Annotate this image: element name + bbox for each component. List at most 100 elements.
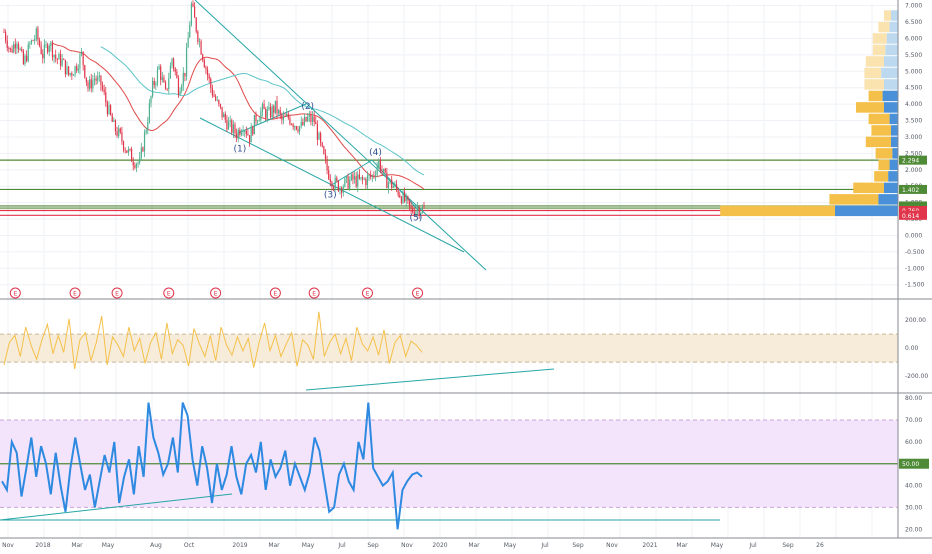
earnings-marker[interactable] [163,287,175,299]
candle-body [274,100,276,113]
earnings-marker[interactable] [361,287,373,299]
candle-body [198,41,201,43]
volume-profile-bar [864,79,884,90]
candle-body [404,191,406,202]
price-tag [899,210,927,220]
candle-body [164,82,167,89]
candle-body [389,179,391,183]
candle-body [131,149,133,162]
candle-body [365,179,367,185]
candle-body [342,186,344,193]
time-tick-label: Jul [748,542,757,549]
candle-body [341,187,343,193]
time-tick-label: Jul [540,542,549,549]
rsi-tick-label: 30.00 [905,504,922,511]
moving-average-teal [100,46,425,176]
candle-body [263,104,265,110]
rsi-trend-line[interactable] [0,493,233,521]
candle-body [135,163,138,168]
candle-body [68,66,70,75]
candle-body [147,122,149,131]
candle-body [148,103,150,123]
candle-body [224,113,226,120]
earnings-marker[interactable] [210,287,222,299]
candle-body [373,175,375,177]
candle-body [284,116,286,117]
candle-body [42,53,44,59]
earnings-marker[interactable] [412,287,424,299]
candle-body [410,205,412,209]
volume-profile-bar [874,171,889,182]
candle-body [84,65,86,78]
candle-body [184,72,186,77]
candle-body [237,129,239,139]
candle-body [286,113,288,117]
candle-body [64,59,66,75]
volume-profile-bar [886,33,898,44]
candle-body [90,79,92,89]
candle-body [384,168,386,173]
candle-body [255,114,257,122]
moving-average-red [52,42,425,190]
candle-body [182,72,184,86]
trend-line-upper[interactable] [194,0,487,271]
earnings-marker-label: E [73,291,77,298]
candle-body [269,107,272,118]
candle-body [211,88,213,96]
cci-line [3,311,423,370]
cci-trend-line[interactable] [305,368,555,391]
candle-body [352,174,354,180]
wave-label: (1) [233,145,246,155]
candle-body [349,180,351,189]
candle-body [174,68,176,72]
candle-body [331,181,333,187]
candle-body [8,47,10,49]
time-axis[interactable]: Nov 2018 Mar May Aug Oct 2019 Mar May Jul Sep Nov 20… [0,537,932,549]
candle-body [124,149,126,151]
candle-body [16,44,18,49]
time-tick-label: Sep [782,542,794,549]
rsi-line [1,402,423,530]
earnings-marker[interactable] [308,287,320,299]
candle-body [268,107,270,110]
candles [3,0,425,219]
volume-profile-bar [835,205,898,217]
candle-body [289,117,291,125]
candle-body [160,66,162,80]
earnings-marker[interactable] [269,287,281,299]
candle-body [113,120,115,122]
candle-body [345,175,348,179]
candle-body [92,80,94,89]
volume-profile-bar [884,56,898,67]
candle-body [119,128,121,133]
price-axis[interactable]: 7.000 6.500 6.000 5.500 5.000 4.500 4.000 3.500… [897,0,932,550]
earnings-marker[interactable] [9,287,21,299]
earnings-marker[interactable] [69,287,81,299]
candle-body [328,170,330,180]
time-tick-label: 2018 [35,542,50,549]
candle-body [370,175,372,178]
volume-profile-bar [878,21,890,33]
price-tick-label: 7.000 [905,3,922,10]
candle-body [216,100,218,101]
candle-body [232,124,234,133]
price-tag-label: 1.402 [902,187,919,194]
panel-separators [0,298,932,394]
candle-body [87,82,89,89]
candle-body [310,115,312,122]
candle-body [252,126,254,135]
volume-profile-bar [865,136,891,148]
wave-label: (2) [301,102,314,112]
earnings-marker[interactable] [111,287,123,299]
candle-body [294,126,296,128]
price-tick-label: -1.500 [905,282,925,289]
time-tick-label: Nov [401,542,413,549]
time-tick-label: Mar [468,542,480,549]
candle-body [405,196,407,202]
candle-body [181,85,183,91]
candle-body [234,124,236,134]
rsi-tick-label: 20.00 [905,526,922,533]
